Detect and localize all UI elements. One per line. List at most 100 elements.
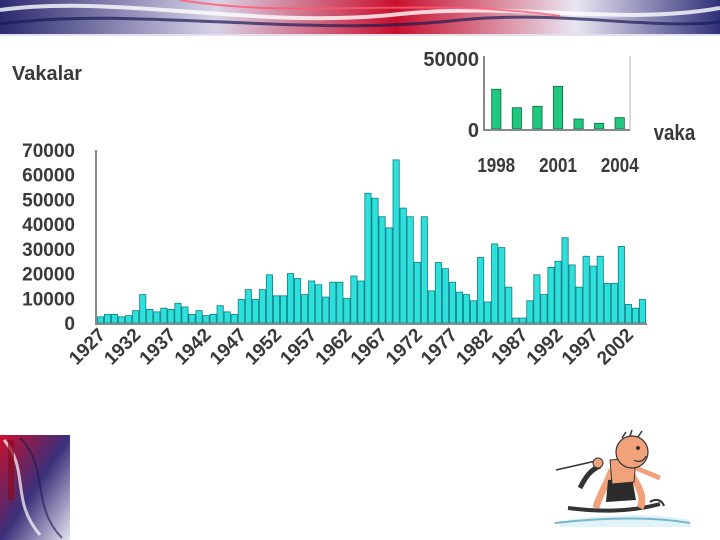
main-bar xyxy=(258,289,266,324)
main-y-tick-label: 50000 xyxy=(22,190,75,211)
main-x-tick-label: 1962 xyxy=(312,325,357,370)
main-bar xyxy=(406,216,414,324)
main-bar xyxy=(547,266,555,324)
main-bar xyxy=(287,273,295,324)
inset-y-axis-ticks: 50000 0 xyxy=(423,49,479,142)
inset-bar xyxy=(532,105,543,130)
main-bar xyxy=(195,310,203,324)
main-bar xyxy=(582,255,590,324)
main-bar xyxy=(519,317,527,324)
main-x-tick-label: 1952 xyxy=(241,325,286,370)
main-x-axis-ticks: 1927193219371942194719521957196219671972… xyxy=(65,325,638,370)
main-y-tick-label: 30000 xyxy=(22,240,75,261)
main-bar xyxy=(181,306,189,324)
main-bar xyxy=(202,315,210,324)
main-bar xyxy=(357,280,365,324)
main-bar xyxy=(104,313,112,324)
main-bar xyxy=(118,316,126,324)
main-bar xyxy=(160,307,168,324)
main-bar xyxy=(462,294,471,324)
main-bar xyxy=(385,227,393,324)
main-bar xyxy=(378,216,386,324)
main-bar xyxy=(216,305,224,324)
main-bar xyxy=(364,192,372,324)
main-bar xyxy=(153,311,161,324)
main-x-tick-label: 1932 xyxy=(100,325,145,370)
main-bars xyxy=(97,159,646,324)
main-bar xyxy=(308,280,316,324)
main-bar xyxy=(441,268,449,324)
main-bar xyxy=(596,255,604,324)
inset-bar xyxy=(614,117,625,130)
main-bar xyxy=(230,313,238,324)
main-bar xyxy=(575,286,583,324)
main-x-tick-label: 1992 xyxy=(523,325,568,370)
main-bar xyxy=(448,281,456,324)
main-x-tick-label: 1997 xyxy=(558,325,603,370)
main-x-tick-label: 1957 xyxy=(276,325,321,370)
main-bar xyxy=(301,294,309,324)
main-x-tick-label: 1967 xyxy=(347,325,392,370)
main-bar xyxy=(146,309,154,324)
main-bar xyxy=(491,243,499,324)
main-bar xyxy=(631,307,639,324)
main-y-tick-label: 20000 xyxy=(22,265,75,286)
main-bar xyxy=(132,310,140,324)
main-bar xyxy=(610,283,618,324)
main-bar xyxy=(505,286,513,324)
main-bar xyxy=(413,262,421,324)
main-y-tick-label: 40000 xyxy=(22,215,75,236)
main-x-tick-label: 1942 xyxy=(171,325,216,370)
inset-x-tick-label: 2004 xyxy=(601,154,639,177)
main-y-tick-label: 10000 xyxy=(22,289,75,310)
inset-bar xyxy=(511,107,522,130)
main-x-tick-label: 1977 xyxy=(417,325,462,370)
main-x-tick-label: 2002 xyxy=(593,325,638,370)
main-y-tick-label: 0 xyxy=(64,314,75,335)
main-bar xyxy=(561,237,569,324)
inset-bar xyxy=(491,88,502,130)
inset-bar xyxy=(552,86,564,130)
main-bar xyxy=(540,294,548,324)
inset-x-axis-ticks: 1998 2001 2004 xyxy=(477,154,639,177)
main-bar xyxy=(350,275,358,324)
main-bar xyxy=(223,311,231,324)
main-bar xyxy=(125,315,133,324)
main-bar xyxy=(617,245,625,324)
inset-axis-label: vaka xyxy=(654,122,696,146)
main-bar xyxy=(371,197,379,324)
main-bar xyxy=(399,207,407,324)
main-bar xyxy=(209,313,217,324)
main-bar xyxy=(420,216,428,324)
inset-y-tick-label: 0 xyxy=(468,120,479,142)
main-bar xyxy=(315,284,323,324)
main-x-tick-label: 1937 xyxy=(136,325,181,370)
main-bar xyxy=(455,291,463,324)
main-bar xyxy=(638,299,646,324)
main-bar xyxy=(624,304,632,324)
main-y-axis-ticks: 70000 60000 50000 40000 30000 20000 10000 0 xyxy=(22,141,75,335)
main-bar xyxy=(427,290,435,324)
main-bar xyxy=(329,281,337,324)
main-bar xyxy=(237,299,245,324)
water-skier-cartoon xyxy=(554,429,691,527)
main-bar xyxy=(244,289,252,324)
main-bar xyxy=(526,300,534,324)
inset-y-tick-label: 50000 xyxy=(423,49,479,71)
inset-bars xyxy=(491,86,625,130)
corner-swirl-decoration xyxy=(0,435,70,540)
main-bar xyxy=(434,262,442,324)
top-banner-decoration xyxy=(0,0,720,36)
main-bar xyxy=(188,313,196,324)
main-bar xyxy=(568,264,576,324)
main-bar xyxy=(589,265,597,324)
main-bar xyxy=(533,274,541,324)
main-bar xyxy=(139,294,147,324)
main-bar xyxy=(336,281,344,324)
inset-bar xyxy=(594,122,605,130)
main-bar xyxy=(322,296,330,324)
main-bar xyxy=(498,247,506,324)
main-y-tick-label: 60000 xyxy=(22,166,75,187)
main-bar xyxy=(512,317,520,324)
main-x-tick-label: 1947 xyxy=(206,325,251,370)
